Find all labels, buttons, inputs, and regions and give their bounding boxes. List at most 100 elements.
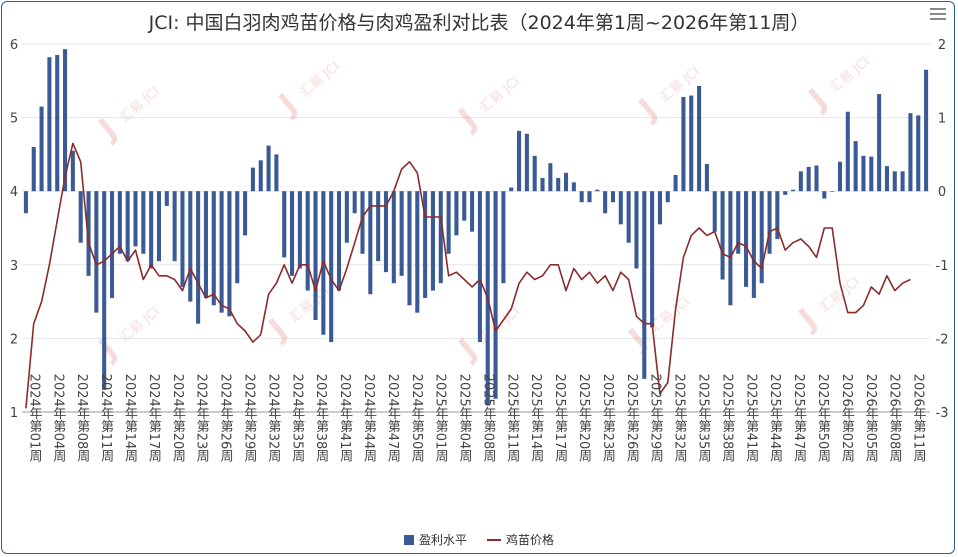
profit-bar	[243, 191, 248, 236]
x-tick-label: 2024年第20周	[170, 374, 186, 464]
profit-bar	[219, 191, 224, 313]
x-tick-label: 2025年第35周	[696, 374, 712, 464]
profit-bar	[556, 177, 561, 192]
profit-bar	[86, 191, 91, 276]
profit-bar	[227, 191, 232, 317]
x-tick-label: 2025年第32周	[672, 374, 688, 464]
x-tick-label: 2024年第17周	[146, 374, 162, 464]
profit-bar	[39, 106, 44, 192]
profit-bar	[657, 191, 662, 225]
profit-bar	[305, 191, 310, 291]
profit-bar	[524, 133, 529, 192]
watermark: J汇易 JCI	[791, 274, 863, 337]
profit-bar	[446, 191, 451, 254]
x-tick-label: 2024年第35周	[289, 374, 305, 464]
legend-item-price[interactable]: 鸡苗价格	[487, 531, 554, 548]
profit-bar	[156, 191, 162, 262]
profit-bar	[759, 191, 764, 284]
left-tick-label: 5	[10, 112, 18, 127]
x-tick-label: 2025年第01周	[433, 374, 449, 464]
x-tick-label: 2026年第02周	[839, 374, 855, 464]
profit-bar	[399, 191, 404, 276]
profit-bar	[376, 191, 381, 262]
profit-bar	[70, 150, 75, 192]
profit-bar	[579, 191, 584, 203]
profit-bar	[634, 191, 639, 269]
profit-bar	[493, 191, 498, 399]
x-tick-label: 2025年第50周	[815, 374, 831, 464]
profit-bar	[861, 155, 866, 192]
profit-bar	[470, 191, 475, 232]
right-tick-label: 2	[938, 38, 946, 53]
profit-bar	[618, 191, 623, 225]
x-tick-label: 2024年第01周	[26, 374, 42, 464]
legend-bar-swatch	[403, 534, 414, 545]
profit-bar	[767, 191, 772, 254]
profit-bar	[290, 191, 295, 276]
profit-bar	[250, 167, 255, 192]
profit-bar	[892, 171, 897, 192]
x-tick-label: 2024年第11周	[98, 374, 114, 464]
profit-bar	[125, 191, 130, 262]
profit-bar	[368, 191, 373, 295]
watermark: J汇易 JCI	[631, 64, 703, 127]
watermark-text: 汇易 JCI	[117, 84, 163, 126]
profit-bar	[31, 147, 36, 192]
profit-bar	[462, 191, 467, 221]
x-tick-label: 2025年第04周	[457, 374, 473, 464]
x-tick-label: 2025年第29周	[648, 374, 664, 464]
profit-bar	[501, 191, 506, 284]
profit-bar	[117, 191, 122, 254]
x-tick-label: 2024年第04周	[50, 374, 65, 464]
x-tick-label: 2026年第08周	[887, 374, 903, 464]
axes: 1 2 3 4 5 6 -3 -2 -1 0 1 2 2024年第01周 2024年第04周 2024年第0…	[10, 38, 949, 464]
profit-bar	[665, 191, 670, 203]
price-line-path	[25, 142, 911, 409]
x-tick-label: 2025年第11周	[504, 374, 520, 464]
left-tick-label: 6	[10, 38, 18, 53]
profit-bar	[477, 191, 482, 343]
profit-bar	[383, 191, 389, 273]
legend-item-profit[interactable]: 盈利水平	[403, 531, 467, 548]
watermark-text: 汇易 JCI	[287, 284, 333, 326]
x-tick-label: 2024年第47周	[385, 374, 401, 464]
profit-bar	[415, 191, 420, 313]
profit-bar	[336, 191, 342, 291]
right-tick-label: -2	[936, 332, 949, 347]
profit-bar	[845, 111, 850, 192]
profit-bar	[211, 191, 216, 306]
profit-bar	[806, 166, 811, 192]
profit-bar	[164, 191, 169, 206]
profit-bar	[454, 191, 459, 236]
profit-bar	[235, 191, 240, 284]
left-tick-label: 3	[10, 259, 18, 274]
profit-bar	[814, 165, 819, 192]
profit-bar	[681, 96, 686, 192]
profit-bar	[94, 191, 99, 313]
x-tick-label: 2025年第47周	[791, 374, 807, 464]
profit-bar	[203, 191, 208, 298]
profit-bar	[509, 187, 514, 192]
profit-bar	[853, 141, 858, 192]
profit-bar	[790, 189, 796, 192]
x-tick-label: 2026年第11周	[911, 374, 927, 464]
right-tick-label: -1	[936, 259, 949, 274]
profit-bar	[595, 189, 600, 192]
profit-bar	[626, 191, 631, 243]
menu-icon[interactable]	[930, 8, 946, 22]
profit-bar	[172, 191, 177, 262]
profit-bar	[548, 163, 553, 192]
watermark: J汇易 JCI	[91, 84, 163, 147]
profit-bar	[563, 172, 569, 192]
x-tick-label: 2025年第44周	[767, 374, 783, 464]
profit-bar	[697, 85, 702, 192]
left-tick-label: 2	[10, 332, 18, 347]
profit-bar	[822, 191, 827, 199]
profit-bar	[869, 156, 874, 192]
profit-bar	[571, 182, 576, 192]
profit-bar	[673, 175, 678, 192]
x-tick-label: 2024年第26周	[218, 374, 234, 464]
profit-bar	[908, 113, 913, 192]
profit-bar	[744, 191, 749, 287]
x-tick-label: 2025年第26周	[624, 374, 640, 464]
